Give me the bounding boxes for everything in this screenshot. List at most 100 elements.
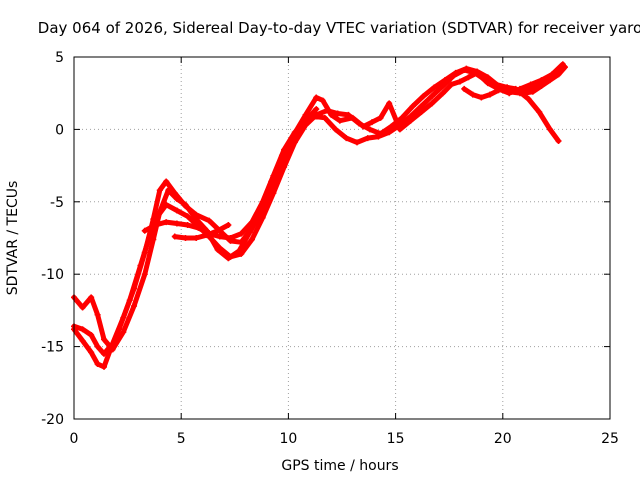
- data-point: [156, 187, 163, 194]
- data-point: [465, 74, 472, 81]
- data-point: [270, 190, 277, 197]
- data-point: [343, 135, 350, 142]
- data-point: [94, 311, 101, 318]
- data-point: [216, 233, 223, 240]
- data-point: [88, 349, 95, 356]
- y-axis-label: SDTVAR / TECUs: [5, 181, 21, 296]
- data-point: [154, 213, 161, 220]
- series-track-4: [142, 106, 319, 241]
- data-point: [165, 187, 172, 194]
- data-point: [512, 85, 519, 92]
- data-point: [94, 343, 101, 350]
- data-point: [182, 201, 189, 208]
- data-point: [336, 117, 343, 124]
- data-point: [116, 326, 123, 333]
- data-point: [195, 224, 202, 231]
- x-tick-label: 0: [70, 431, 79, 447]
- data-point: [418, 109, 425, 116]
- data-point: [431, 84, 438, 91]
- data-point: [203, 232, 210, 239]
- data-point: [429, 93, 436, 100]
- data-point: [332, 126, 339, 133]
- data-point: [302, 117, 309, 124]
- data-point: [463, 65, 470, 72]
- data-point: [146, 235, 153, 241]
- data-point: [386, 100, 393, 107]
- data-point: [281, 164, 288, 171]
- data-point: [101, 336, 108, 343]
- data-point: [94, 360, 101, 367]
- data-point: [439, 90, 446, 97]
- data-point: [246, 229, 253, 236]
- data-point: [184, 213, 191, 220]
- data-point: [525, 95, 532, 102]
- data-point: [474, 68, 481, 75]
- data-point: [388, 123, 395, 130]
- data-point: [313, 94, 320, 101]
- data-point: [281, 146, 288, 153]
- data-point: [555, 137, 562, 144]
- plot-frame: [73, 56, 611, 420]
- x-tick-label: 5: [177, 431, 186, 447]
- data-point: [101, 363, 108, 370]
- data-point: [227, 235, 234, 241]
- x-axis-ticks: 0 5 10 15 20 25: [70, 57, 619, 447]
- data-point: [173, 207, 180, 214]
- data-point: [79, 337, 86, 344]
- data-point: [441, 77, 448, 84]
- data-point: [163, 219, 170, 226]
- data-point: [529, 88, 536, 95]
- data-point: [126, 297, 133, 304]
- data-point: [88, 332, 95, 339]
- data-point: [150, 236, 157, 243]
- data-point: [171, 233, 178, 240]
- points-track-6: [461, 64, 568, 101]
- y-tick-label: -15: [41, 340, 64, 356]
- data-point: [478, 94, 485, 101]
- data-point: [484, 74, 491, 81]
- data-point: [546, 77, 553, 84]
- data-point: [429, 100, 436, 107]
- data-point: [407, 113, 414, 120]
- data-point: [107, 346, 114, 353]
- data-point: [248, 236, 255, 243]
- data-point: [141, 227, 148, 234]
- y-tick-label: -20: [41, 412, 64, 428]
- points-track-5: [171, 221, 232, 241]
- y-axis-ticks: 5 0 -5 -10 -15 -20: [41, 50, 610, 428]
- data-point: [291, 139, 298, 146]
- data-point: [448, 81, 455, 88]
- data-point: [88, 294, 95, 301]
- data-point: [356, 120, 363, 127]
- data-point: [319, 97, 326, 104]
- data-point: [461, 85, 468, 92]
- data-point: [399, 114, 406, 121]
- data-point: [248, 219, 255, 226]
- data-point: [334, 110, 341, 117]
- x-tick-label: 10: [279, 431, 297, 447]
- data-point: [238, 230, 245, 237]
- data-point: [101, 350, 108, 357]
- data-point: [377, 114, 384, 121]
- data-point: [259, 214, 266, 221]
- data-point: [495, 87, 502, 94]
- data-point: [369, 119, 376, 126]
- data-point: [504, 84, 511, 91]
- x-tick-label: 25: [601, 431, 619, 447]
- x-tick-label: 20: [494, 431, 512, 447]
- y-tick-label: -5: [50, 195, 64, 211]
- data-point: [141, 271, 148, 278]
- data-point: [193, 235, 200, 241]
- data-point: [377, 130, 384, 137]
- data-point: [469, 91, 476, 98]
- data-point: [182, 235, 189, 241]
- data-point: [173, 195, 180, 202]
- data-point: [259, 198, 266, 205]
- data-point: [323, 107, 330, 114]
- data-point: [184, 221, 191, 228]
- data-point: [173, 220, 180, 227]
- x-axis-label: GPS time / hours: [281, 458, 398, 474]
- data-point: [120, 329, 127, 336]
- chart-title: Day 064 of 2026, Sidereal Day-to-day VTE…: [38, 19, 640, 37]
- data-point: [206, 217, 213, 224]
